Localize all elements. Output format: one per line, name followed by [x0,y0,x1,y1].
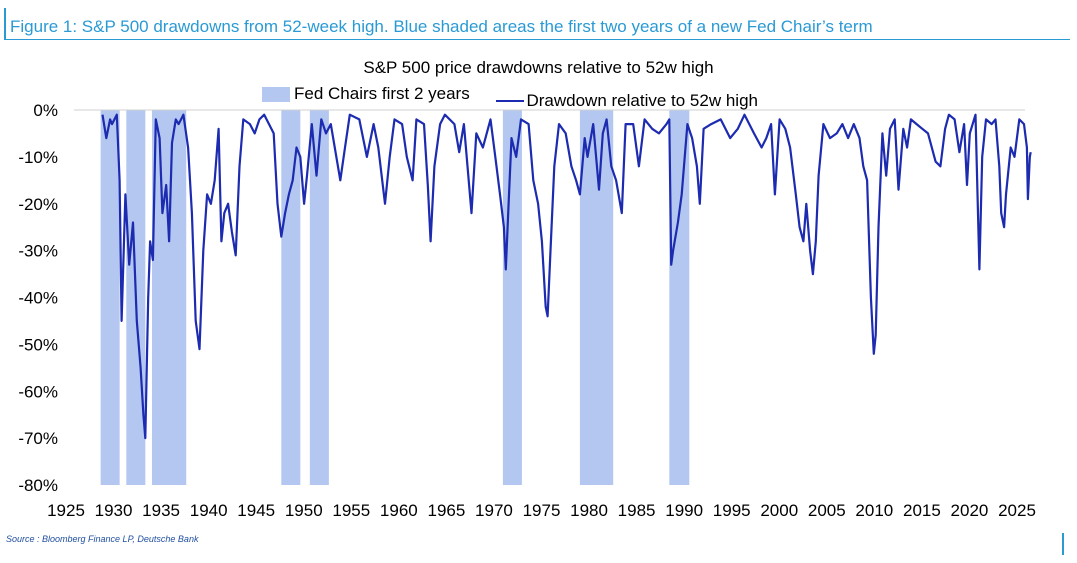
y-tick-label: -80% [18,476,58,495]
x-tick-label: 2015 [903,501,941,520]
footer-accent-bar [1062,533,1064,555]
series-line-0 [101,113,1032,440]
x-tick-label: 1980 [570,501,608,520]
x-tick-label: 1970 [475,501,513,520]
legend-label-drawdown: Drawdown relative to 52w high [526,90,758,110]
x-axis-ticks: 1925 1930 1935 1940 1945 1950 1955 1960 1965 1970… [47,501,1036,520]
legend-item-fed-chairs: Fed Chairs first 2 years [262,84,470,104]
x-tick-label: 2025 [998,501,1036,520]
shaded-period-3 [281,110,301,485]
header-rule [4,39,1070,40]
legend-swatch-line [496,99,525,102]
legend-label-fed-chairs: Fed Chairs first 2 years [294,84,470,103]
shaded-period-5 [502,110,522,485]
x-tick-label: 1950 [285,501,323,520]
y-axis-ticks: 0% -10% -20% -30% -40% -50% -60% -70% -80% [18,101,58,495]
x-tick-label: 1975 [523,501,561,520]
y-tick-label: -50% [18,335,58,354]
y-tick-label: -10% [18,148,58,167]
drawdown-series [101,113,1032,440]
x-tick-label: 1955 [332,501,370,520]
shaded-period-2 [151,110,187,485]
x-tick-label: 1930 [95,501,133,520]
shaded-period-7 [669,110,690,485]
x-tick-label: 1925 [47,501,85,520]
y-tick-label: -20% [18,195,58,214]
x-tick-label: 2020 [951,501,989,520]
x-tick-label: 1960 [380,501,418,520]
x-tick-label: 1965 [427,501,465,520]
y-tick-label: -60% [18,382,58,401]
x-tick-label: 2005 [808,501,846,520]
legend-swatch-area [262,86,290,102]
x-tick-label: 1935 [142,501,180,520]
y-tick-label: -70% [18,429,58,448]
y-tick-label: -40% [18,289,58,308]
x-tick-label: 1945 [237,501,275,520]
figure-header: Figure 1: S&P 500 drawdowns from 52-week… [4,8,1070,40]
x-tick-label: 2010 [855,501,893,520]
header-accent-bar [4,8,6,40]
chart-title: S&P 500 price drawdowns relative to 52w … [363,58,714,77]
x-tick-label: 1995 [713,501,751,520]
chart-legend: Fed Chairs first 2 years Drawdown relati… [262,84,780,110]
x-tick-label: 2000 [760,501,798,520]
y-tick-label: -30% [18,242,58,261]
x-tick-label: 1940 [190,501,228,520]
x-tick-label: 1990 [665,501,703,520]
x-tick-label: 1985 [618,501,656,520]
source-note: Source : Bloomberg Finance LP, Deutsche … [6,534,199,544]
shaded-period-4 [309,110,329,485]
shaded-period-0 [100,110,120,485]
y-tick-label: 0% [33,101,58,120]
legend-item-drawdown: Drawdown relative to 52w high [496,91,758,111]
figure-title: Figure 1: S&P 500 drawdowns from 52-week… [10,17,873,36]
